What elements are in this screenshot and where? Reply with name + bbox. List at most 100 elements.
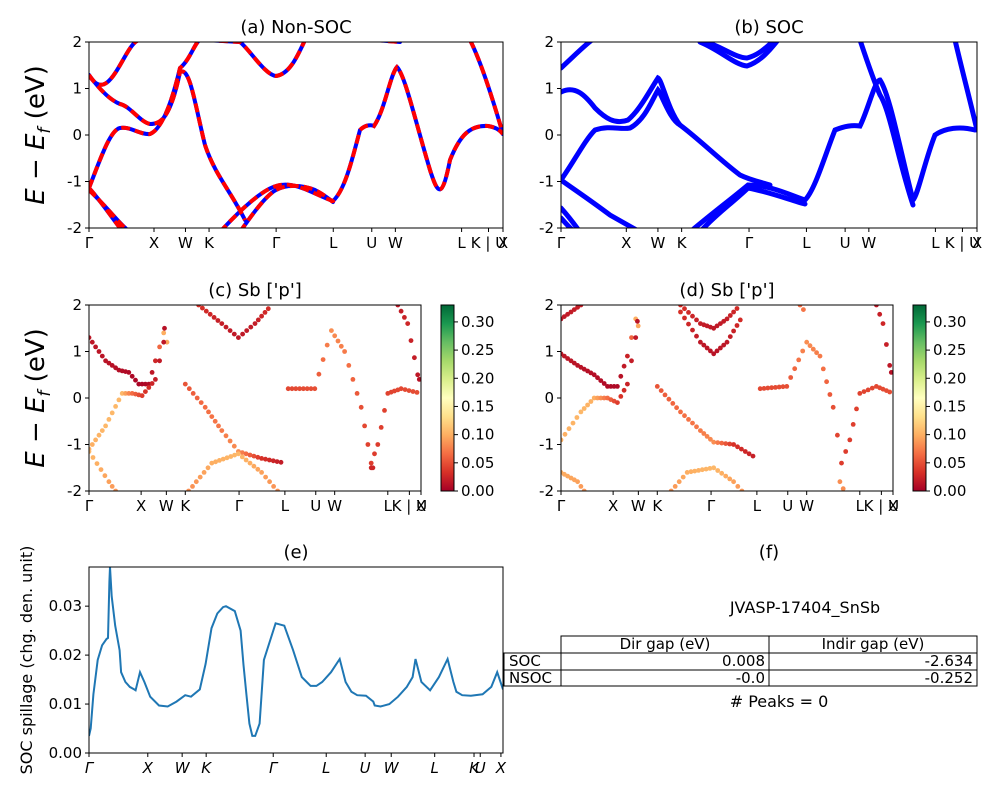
projection-point [203,308,209,314]
panel-a-title: (a) Non-SOC [240,17,351,38]
gap-table [503,635,978,687]
projection-point [346,363,352,368]
peaks-count: # Peaks = 0 [730,692,829,711]
projection-point [776,384,782,390]
projection-point [293,386,299,392]
projection-point [723,441,729,446]
projection-point [694,424,699,430]
projection-point [382,408,387,413]
table-header-indir-gap: Indir gap (eV) [822,635,925,653]
colorbar-tick-label: 0.15 [933,397,966,415]
colorbar-tick-label: 0.00 [461,482,494,500]
projection-point [690,313,695,319]
projection-point [704,434,710,439]
projection-point [633,335,639,340]
projection-point [884,342,889,347]
ylabel-band-middle: E − Ef (eV) [21,328,55,468]
ytick-label: -2 [67,219,82,237]
ytick-label: 2 [544,33,554,51]
ytick-label: 0.01 [49,695,82,713]
projection-point [699,467,705,473]
projection-point [164,339,170,345]
panel-c-title: (c) Sb ['p'] [208,280,302,301]
xtick-label: K | U [945,234,980,252]
panel-b-title: (b) SOC [734,17,803,38]
projection-point [308,386,314,392]
projection-point [731,328,736,334]
projection-point [113,488,118,491]
projection-point [149,370,155,375]
projection-point [565,356,570,361]
projection-point [259,470,264,475]
projection-point [109,363,115,368]
xtick-label: W [327,497,342,515]
ytick-label: -2 [539,482,554,500]
projection-point [780,384,786,390]
projection-point [243,451,249,457]
xtick-label: W [175,759,191,777]
colorbar-tick-label: 0.05 [461,454,494,472]
band-b-12 [952,42,977,133]
panel-e-axes: 0.000.010.020.03Γ X W K Γ L U W L KU X [49,597,507,777]
projection-point [629,335,634,340]
xtick-label: Γ [85,759,95,777]
projection-point [103,423,108,429]
projection-point [265,306,271,312]
projection-point [119,391,125,396]
table-row-label-nsoc: NSOC [509,669,552,687]
projection-point [262,310,268,315]
projection-point [801,307,806,312]
projection-point [136,381,142,387]
projection-point [692,468,698,474]
projection-point [190,484,195,489]
projection-point [368,460,374,466]
projection-point [678,305,683,308]
projection-point [193,479,199,485]
xtick-label: K [469,759,480,777]
projection-point [304,386,310,392]
projection-point [711,439,717,445]
projection-point [278,459,284,465]
xtick-label: Γ [557,497,566,515]
projection-point [880,321,886,326]
spillage-line [89,567,503,737]
projection-point [186,386,192,392]
band-a-1 [89,42,141,87]
projection-point [194,395,200,401]
projection-point [595,375,600,381]
projection-point [202,404,208,410]
ytick-label: 2 [72,33,82,51]
colorbar-tick-label: 0.10 [461,426,494,444]
projection-point [236,451,241,457]
projection-point [861,389,867,394]
projection-point [615,384,620,389]
projection-point [598,395,604,401]
projection-point [698,428,703,433]
table-header-dir-gap: Dir gap (eV) [620,635,711,653]
projection-point [735,484,741,489]
panel-a-red-bands [89,42,503,228]
projection-point [223,433,229,439]
xtick-label: K | U [864,497,899,515]
ytick-label: -1 [539,173,554,191]
xtick-label: U [475,759,486,777]
projection-point [116,397,122,403]
projection-point [711,465,717,471]
projection-point [206,409,211,415]
projection-point [198,400,204,405]
projection-point [578,484,584,489]
projection-point [792,366,798,372]
xtick-label: Γ [269,759,279,777]
projection-point [800,348,806,354]
projection-point [578,409,584,415]
panel-f-gap-table: (f) JVASP-17404_SnSb Dir gap (eV) Indir … [503,542,978,711]
projection-point [297,386,302,392]
ytick-label: 2 [72,296,82,314]
projection-point [410,389,416,394]
projection-point [742,449,748,454]
projection-point [688,469,694,475]
projection-point [316,371,322,377]
